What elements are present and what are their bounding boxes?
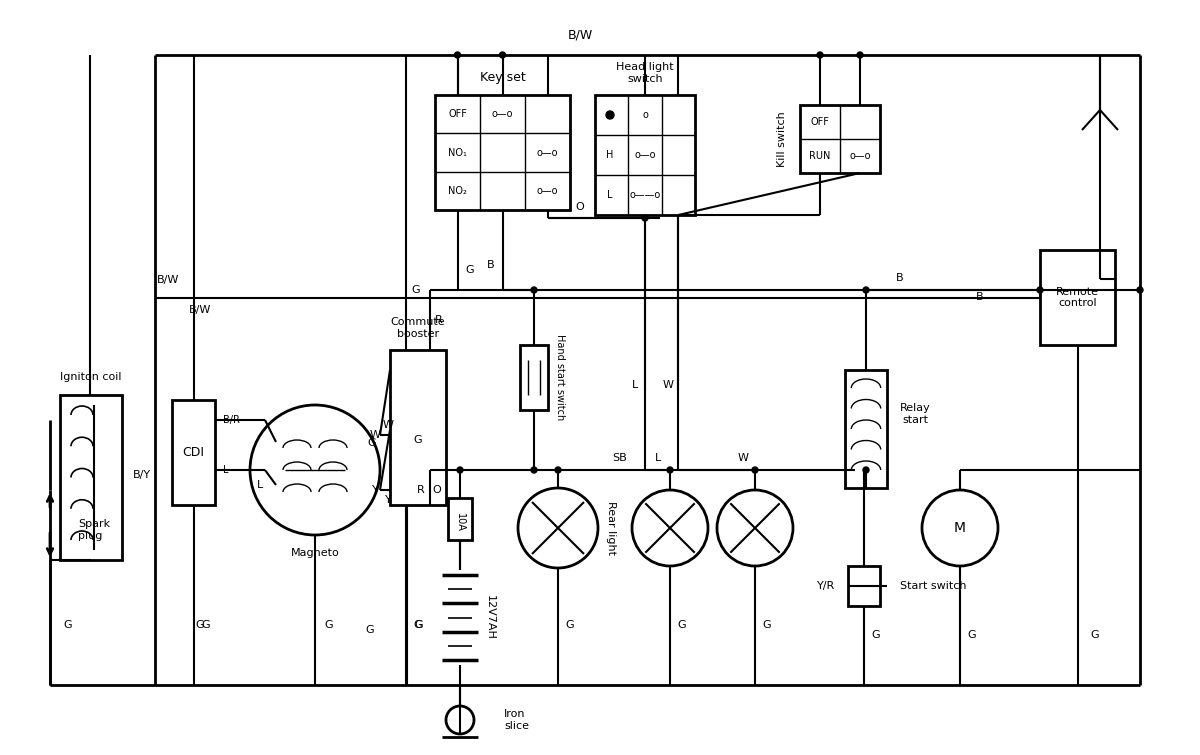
Text: Kill switch: Kill switch	[778, 111, 787, 167]
Text: L: L	[223, 465, 228, 475]
Circle shape	[455, 52, 461, 58]
Text: W: W	[738, 453, 749, 463]
Text: RUN: RUN	[809, 151, 830, 161]
Circle shape	[499, 52, 505, 58]
Circle shape	[1138, 287, 1142, 293]
Text: L: L	[257, 480, 263, 490]
Text: Rear light: Rear light	[606, 501, 616, 555]
Text: 12V7AH: 12V7AH	[485, 595, 496, 640]
Text: B/W: B/W	[157, 275, 180, 285]
Text: NO₂: NO₂	[448, 186, 467, 196]
Text: B: B	[976, 292, 984, 303]
Text: G: G	[196, 620, 204, 630]
Text: B/W: B/W	[568, 29, 593, 42]
Text: G: G	[325, 620, 334, 630]
Text: G: G	[414, 620, 424, 630]
Text: Start switch: Start switch	[900, 581, 966, 591]
Circle shape	[752, 467, 758, 473]
Text: o—o: o—o	[492, 109, 514, 119]
Bar	[845, 370, 887, 488]
Bar	[800, 105, 880, 173]
Text: o—o: o—o	[536, 147, 558, 158]
Text: Igniton coil: Igniton coil	[60, 372, 121, 382]
Circle shape	[857, 52, 863, 58]
Text: o: o	[642, 110, 648, 120]
Bar	[1040, 250, 1115, 345]
Text: OFF: OFF	[448, 109, 467, 119]
Text: L: L	[607, 190, 613, 200]
Text: B/R: B/R	[223, 415, 240, 425]
Text: G: G	[763, 620, 772, 630]
Text: Head light
switch: Head light switch	[616, 62, 674, 84]
Text: G: G	[565, 620, 575, 630]
Text: Spark
plug: Spark plug	[78, 519, 110, 541]
Circle shape	[817, 52, 823, 58]
Text: W: W	[383, 420, 394, 430]
Text: O: O	[576, 202, 584, 212]
Bar	[390, 350, 446, 505]
Text: o——o: o——o	[629, 190, 661, 200]
Circle shape	[1037, 287, 1043, 293]
Circle shape	[457, 467, 463, 473]
Bar	[595, 95, 695, 215]
Text: Y/R: Y/R	[817, 581, 835, 591]
Text: G: G	[202, 620, 210, 630]
Text: G: G	[967, 630, 977, 640]
Text: SB: SB	[613, 453, 628, 463]
Circle shape	[863, 467, 869, 473]
Text: H: H	[606, 150, 613, 160]
Text: B/Y: B/Y	[133, 470, 151, 480]
Text: Key set: Key set	[480, 70, 526, 84]
Bar	[448, 498, 472, 540]
Text: Iron
slice: Iron slice	[504, 709, 529, 731]
Text: B: B	[487, 260, 494, 270]
Text: OFF: OFF	[810, 117, 829, 127]
Text: R: R	[434, 315, 442, 325]
Text: G: G	[366, 625, 374, 635]
Text: B/W: B/W	[188, 305, 211, 315]
Text: W: W	[370, 430, 380, 440]
Text: G: G	[466, 265, 474, 275]
Text: O: O	[432, 485, 440, 495]
Text: NO₁: NO₁	[448, 147, 467, 158]
Text: G: G	[64, 620, 72, 630]
Circle shape	[530, 287, 538, 293]
Bar	[172, 400, 215, 505]
Text: G: G	[412, 285, 420, 295]
Circle shape	[863, 287, 869, 293]
Circle shape	[530, 467, 538, 473]
Text: Hand start switch: Hand start switch	[554, 334, 565, 421]
Circle shape	[642, 215, 648, 221]
Text: CDI: CDI	[182, 446, 204, 459]
Circle shape	[667, 467, 673, 473]
Bar	[60, 395, 122, 560]
Circle shape	[554, 467, 562, 473]
Text: G: G	[678, 620, 686, 630]
Text: W: W	[662, 380, 674, 390]
Text: 10A: 10A	[455, 513, 466, 532]
Text: L: L	[655, 453, 661, 463]
Text: G: G	[367, 438, 377, 448]
Text: G: G	[413, 435, 422, 445]
Text: M: M	[954, 521, 966, 535]
Text: o—o: o—o	[635, 150, 655, 160]
Bar	[436, 95, 570, 210]
Text: Y: Y	[385, 495, 391, 505]
Text: Magneto: Magneto	[290, 548, 340, 558]
Text: Remote
control: Remote control	[1056, 287, 1099, 308]
Text: Y: Y	[372, 485, 378, 495]
Text: B: B	[896, 273, 904, 283]
Circle shape	[606, 111, 614, 119]
Text: L: L	[632, 380, 638, 390]
Text: Relay
start: Relay start	[900, 403, 930, 425]
Text: o—o: o—o	[850, 151, 871, 161]
Text: G: G	[871, 630, 881, 640]
Text: G: G	[1091, 630, 1099, 640]
Bar	[520, 345, 548, 410]
Text: G: G	[413, 620, 422, 630]
Text: o—o: o—o	[536, 186, 558, 196]
Text: R: R	[416, 485, 424, 495]
Bar	[848, 566, 880, 606]
Text: Commute
booster: Commute booster	[391, 317, 445, 339]
